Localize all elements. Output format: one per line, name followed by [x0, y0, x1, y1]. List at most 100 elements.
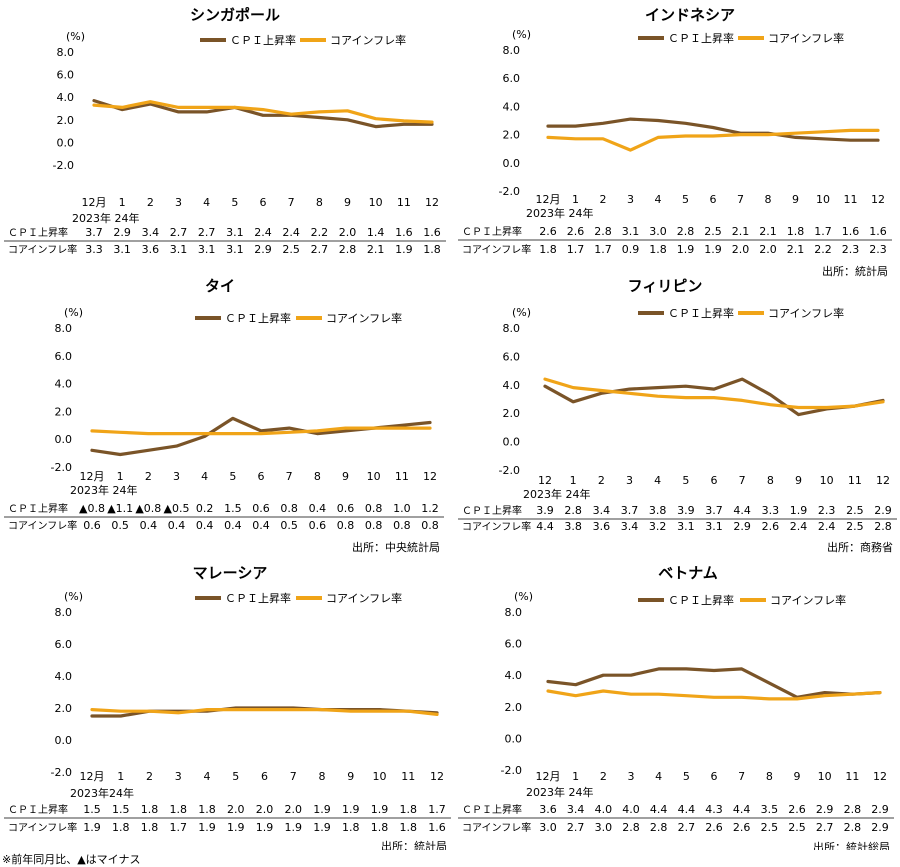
table-cell: 2.6: [788, 803, 806, 816]
series-line-cpi: [546, 667, 882, 699]
table-row-label: コアインフレ率: [462, 821, 531, 834]
y-tick-label: 8.0: [57, 46, 75, 59]
table-cell: 3.7: [621, 504, 639, 517]
x-tick-label: 9: [794, 770, 801, 783]
x-tick-label: 9: [792, 193, 799, 206]
table-cell: 4.0: [595, 803, 613, 816]
table-cell: 2.6: [733, 821, 751, 834]
table-cell: 1.9: [371, 803, 389, 816]
table-cell: 4.0: [622, 803, 640, 816]
y-unit-label: (%): [66, 30, 85, 43]
table-cell: 2.7: [816, 821, 834, 834]
x-tick-label: 4: [654, 474, 661, 487]
table-cell: 1.7: [170, 821, 188, 834]
table-cell: 3.3: [85, 243, 103, 256]
y-tick-label: 8.0: [55, 606, 73, 619]
table-cell: 2.0: [285, 803, 303, 816]
y-tick-label: -2.0: [51, 461, 72, 474]
table-cell: 3.4: [142, 226, 160, 239]
table-cell: 2.5: [282, 243, 300, 256]
table-cell: 4.4: [536, 520, 554, 533]
table-cell: 1.4: [367, 226, 385, 239]
y-tick-label: 0.0: [503, 436, 521, 449]
table-cell: 1.5: [83, 803, 101, 816]
x-tick-label: 12月: [82, 196, 107, 209]
table-cell: 0.4: [140, 519, 158, 532]
x-tick-label: 4: [204, 770, 211, 783]
table-cell: 0.8: [280, 502, 298, 515]
x-tick-label: 12月: [536, 193, 561, 206]
y-tick-label: 8.0: [55, 322, 73, 335]
x-tick-label: 9: [344, 196, 351, 209]
table-cell: 3.4: [593, 504, 611, 517]
table-cell: 4.3: [705, 803, 723, 816]
table-row-label: ＣＰＩ上昇率: [462, 504, 522, 517]
legend-label-core: コアインフレ率: [326, 311, 402, 325]
table-cell: 1.8: [141, 803, 159, 816]
table-cell: 2.4: [818, 520, 836, 533]
table-cell: 2.1: [732, 225, 750, 238]
table-cell: 3.5: [761, 803, 779, 816]
table-cell: 2.7: [170, 226, 188, 239]
table-cell: 3.8: [649, 504, 667, 517]
legend-label-core: コアインフレ率: [326, 591, 402, 605]
series-line-core: [90, 426, 432, 436]
table-cell: 3.1: [170, 243, 188, 256]
x-tick-label: 3: [175, 196, 182, 209]
x-tick-label: 4: [655, 193, 662, 206]
table-cell: 2.4: [282, 226, 300, 239]
x-tick-label: 2: [146, 770, 153, 783]
chart-title: インドネシア: [645, 6, 735, 24]
table-cell: 2.7: [567, 821, 585, 834]
x-tick-label: 12: [876, 474, 890, 487]
table-cell: 2.8: [650, 821, 668, 834]
table-cell: 1.8: [400, 803, 418, 816]
table-cell: 2.0: [256, 803, 274, 816]
x-tick-label: 5: [229, 470, 236, 483]
x-tick-label: 12: [871, 193, 885, 206]
table-cell: 1.8: [539, 243, 557, 256]
table-cell: 2.0: [227, 803, 245, 816]
x-tick-label: 12: [538, 474, 552, 487]
table-cell: 2.3: [818, 504, 836, 517]
table-cell: 2.8: [677, 225, 695, 238]
table-cell: 2.2: [311, 226, 329, 239]
x-tick-label: 8: [765, 193, 772, 206]
table-cell: 1.7: [567, 243, 585, 256]
table-cell: 1.9: [198, 821, 216, 834]
table-cell: 2.1: [787, 243, 805, 256]
x-tick-label: 11: [401, 770, 415, 783]
table-cell: 2.9: [874, 504, 892, 517]
table-cell: 3.0: [649, 225, 667, 238]
series-line-core: [92, 100, 434, 124]
y-unit-label: (%): [514, 590, 533, 603]
legend-label-core: コアインフレ率: [768, 31, 844, 45]
x-tick-label: 12月: [536, 770, 561, 783]
x-tick-label: 11: [844, 193, 858, 206]
table-cell: 3.0: [595, 821, 613, 834]
table-row-label: コアインフレ率: [462, 243, 531, 256]
table-cell: 1.6: [869, 225, 887, 238]
table-cell: 1.8: [649, 243, 667, 256]
legend-label-cpi: ＣＰＩ上昇率: [668, 593, 734, 607]
table-cell: 2.3: [842, 243, 860, 256]
table-cell: 1.6: [842, 225, 860, 238]
table-cell: 4.4: [733, 504, 751, 517]
x-tick-label: 12月: [80, 770, 105, 783]
table-cell: 2.8: [339, 243, 357, 256]
table-cell: 1.8: [787, 225, 805, 238]
y-tick-label: 6.0: [503, 350, 521, 363]
x-tick-label: 10: [816, 193, 830, 206]
table-cell: 3.1: [113, 243, 131, 256]
x-tick-label: 11: [848, 474, 862, 487]
x-tick-label: 7: [737, 193, 744, 206]
table-cell: 1.9: [83, 821, 101, 834]
y-tick-label: 4.0: [505, 669, 523, 682]
x-tick-label: 11: [395, 470, 409, 483]
table-row-label: コアインフレ率: [8, 821, 77, 834]
x-tick-label: 6: [711, 770, 718, 783]
legend-label-cpi: ＣＰＩ上昇率: [668, 306, 734, 320]
x-tick-label: 9: [347, 770, 354, 783]
table-cell: 1.5: [112, 803, 130, 816]
